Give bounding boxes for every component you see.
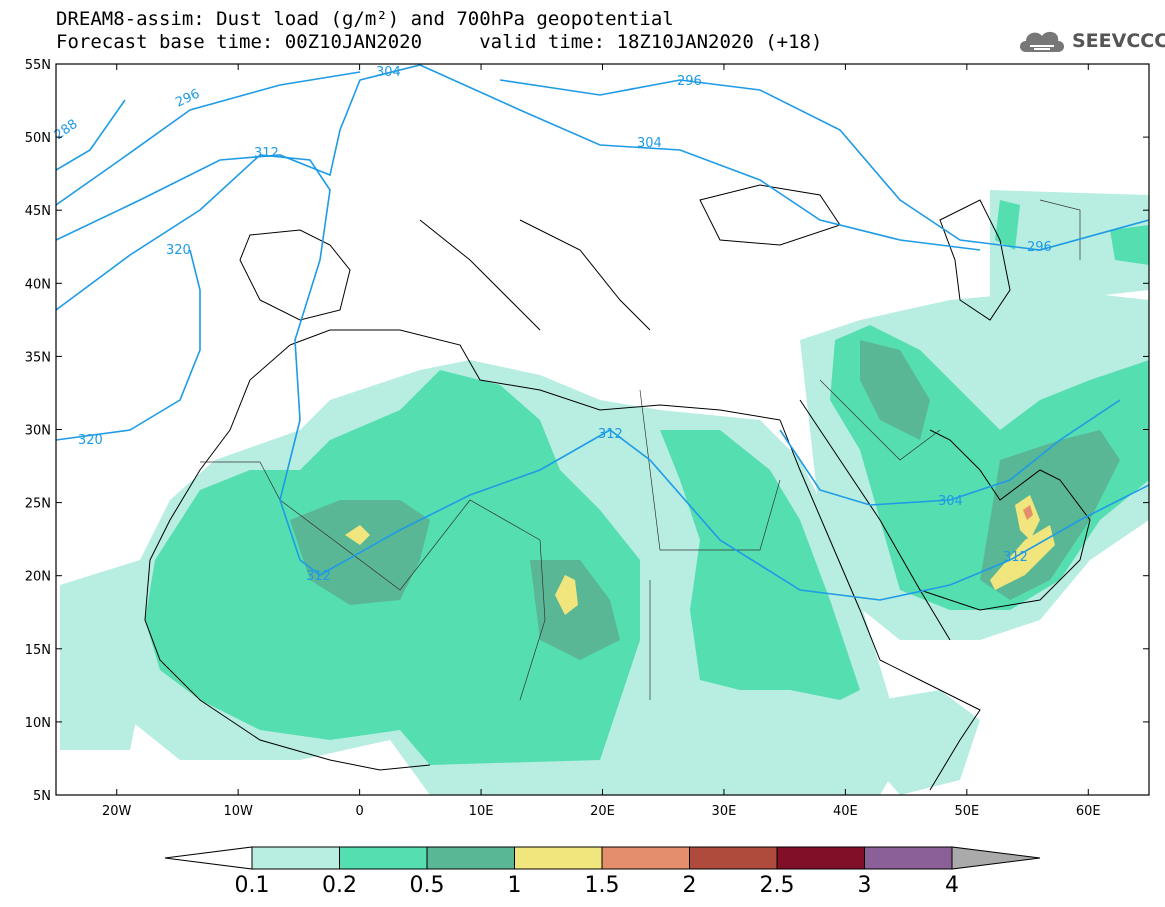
dust-region-light-horn [870, 690, 980, 795]
lon-tick-label: 20W [102, 804, 132, 819]
dust-region-high-chad [555, 575, 578, 615]
contour-label: 304 [938, 494, 963, 509]
contour-304 [56, 64, 981, 251]
coastlines-borders [144, 184, 1091, 791]
coastline-europe [239, 229, 351, 321]
contour-label: 312 [1003, 550, 1028, 565]
colorbar-label: 1 [508, 873, 522, 898]
colorbar-label: 1.5 [585, 873, 620, 898]
dust-region-heavy-iraq [860, 340, 930, 440]
lon-tick-label: 60E [1076, 804, 1101, 819]
dust-region-moderate-caspian [995, 200, 1149, 265]
lat-tick-label: 20N [25, 570, 51, 585]
lon-tick-label: 10E [469, 804, 494, 819]
coastline-africa-west [144, 344, 431, 771]
lat-tick-label: 55N [25, 58, 51, 73]
lat-tick-label: 15N [25, 643, 51, 658]
colorbar-segment [426, 846, 515, 870]
lon-tick-label: 10W [223, 804, 253, 819]
colorbar: 0.1 0.2 0.5 1 1.5 2 2.5 3 4 [164, 846, 1041, 898]
colorbar-segment [601, 846, 690, 870]
geopotential-contours [56, 64, 1149, 601]
longitude-axis: 20W 10W 0 10E 20E 30E 40E 50E 60E [102, 64, 1101, 819]
colorbar-segment [689, 846, 778, 870]
coastline-red-sea [779, 399, 951, 661]
dust-region-light-west [60, 670, 140, 750]
contour-label: 312 [306, 569, 331, 584]
contour-296-east [499, 79, 1149, 251]
colorbar-under-arrow [164, 846, 253, 870]
border-lines [200, 199, 1081, 701]
lon-tick-label: 50E [954, 804, 979, 819]
dust-region-very-high-oman [1023, 505, 1033, 520]
cloud-icon [1020, 31, 1064, 52]
colorbar-label: 0.2 [322, 873, 357, 898]
coastline-black-sea [699, 184, 841, 246]
contour-320 [56, 249, 201, 441]
lon-tick-label: 40E [833, 804, 858, 819]
colorbar-segment [251, 846, 340, 870]
colorbar-label: 0.5 [410, 873, 445, 898]
colorbar-label: 2.5 [760, 873, 795, 898]
logo-text: SEEVCCC [1072, 30, 1165, 52]
lat-tick-label: 40N [25, 277, 51, 292]
latitude-axis: 55N 50N 45N 40N 35N 30N 25N 20N 15N 10N 5N [25, 58, 1149, 804]
dust-region-high-niger [345, 525, 370, 545]
colorbar-segment [864, 846, 953, 870]
dust-region-high-oman [990, 495, 1055, 590]
lon-tick-label: 0 [355, 804, 363, 819]
forecast-time-subtitle: Forecast base time: 00Z10JAN2020 valid t… [56, 31, 823, 53]
contour-labels: 288 296 304 296 312 304 296 320 320 312 … [52, 65, 1052, 584]
coastline-arabia [919, 429, 1091, 611]
contour-304-south [779, 399, 1121, 506]
colorbar-label: 2 [683, 873, 697, 898]
seevccc-logo: SEEVCCC [1016, 26, 1165, 56]
colorbar-label: 4 [945, 873, 959, 898]
lat-tick-label: 5N [33, 789, 51, 804]
map-title: DREAM8-assim: Dust load (g/m²) and 700hP… [56, 8, 674, 30]
lat-tick-label: 30N [25, 424, 51, 439]
lat-tick-label: 45N [25, 204, 51, 219]
dust-field [60, 190, 1149, 795]
dust-region-light-caspian [990, 190, 1149, 300]
colorbar-segment [339, 846, 428, 870]
contour-288 [56, 99, 126, 171]
contour-312 [56, 154, 1149, 601]
coastline-horn [879, 659, 981, 791]
colorbar-segment [776, 846, 865, 870]
contour-label: 312 [254, 146, 279, 161]
lon-tick-label: 20E [590, 804, 615, 819]
contour-label: 320 [78, 433, 103, 448]
lat-tick-label: 10N [25, 716, 51, 731]
colorbar-segment [514, 846, 603, 870]
contour-label: 320 [166, 243, 191, 258]
contour-label: 296 [1027, 240, 1052, 255]
lat-tick-label: 35N [25, 350, 51, 365]
lat-tick-label: 25N [25, 497, 51, 512]
lon-tick-label: 30E [712, 804, 737, 819]
contour-label: 296 [677, 74, 702, 89]
coastline-caspian [939, 199, 1011, 321]
coastline-italy-balkans [419, 219, 651, 331]
contour-label: 304 [376, 65, 401, 80]
lat-tick-label: 50N [25, 131, 51, 146]
contour-label: 304 [637, 136, 662, 151]
contour-296-west [56, 71, 361, 206]
coastline-africa-north [289, 329, 781, 421]
colorbar-label: 0.1 [235, 873, 270, 898]
contour-label: 312 [598, 427, 623, 442]
dust-region-heavy-chad [530, 560, 620, 660]
colorbar-over-arrow [951, 846, 1041, 870]
colorbar-label: 3 [858, 873, 872, 898]
